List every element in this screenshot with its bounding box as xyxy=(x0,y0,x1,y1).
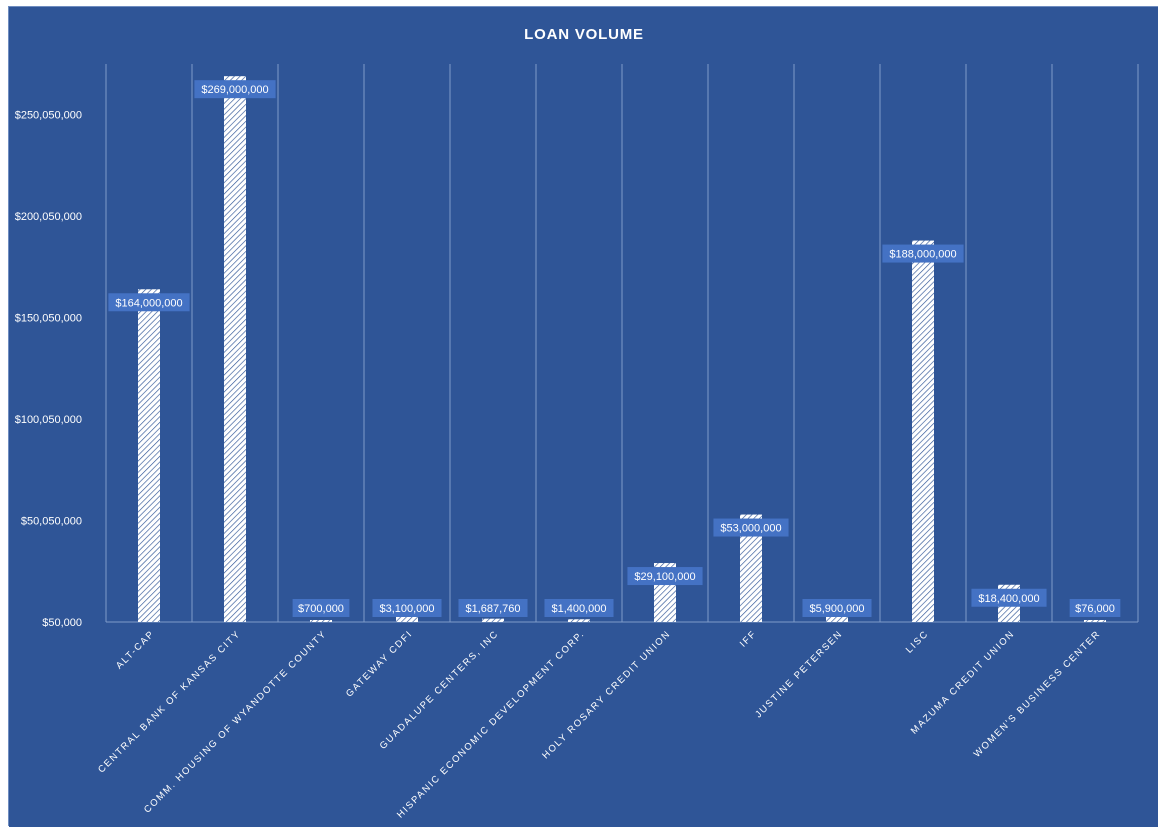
data-label: $53,000,000 xyxy=(720,523,781,535)
data-label-box xyxy=(194,80,276,99)
data-label-box xyxy=(882,244,964,263)
gridlines xyxy=(105,64,1139,623)
y-tick-label: $250,050,000 xyxy=(15,110,82,122)
bar xyxy=(396,615,418,622)
bar xyxy=(138,289,160,622)
data-label: $188,000,000 xyxy=(889,249,956,261)
chart-background xyxy=(9,7,1158,827)
loan-volume-chart: LOAN VOLUME $50,000 $50,050,000 $100,050,0… xyxy=(9,7,1158,827)
data-label-box xyxy=(1069,599,1121,617)
data-label-box xyxy=(544,599,614,617)
y-tick-label: $200,050,000 xyxy=(15,211,82,223)
data-label: $5,900,000 xyxy=(809,603,864,615)
y-tick-label: $100,050,000 xyxy=(15,414,82,426)
data-label-box xyxy=(627,567,703,586)
bar xyxy=(568,619,590,622)
y-tick-label: $150,050,000 xyxy=(15,313,82,325)
data-label: $164,000,000 xyxy=(115,297,182,309)
bars xyxy=(138,76,1106,622)
y-tick-label: $50,000 xyxy=(42,617,82,629)
data-label-box xyxy=(713,518,789,537)
bar xyxy=(224,76,246,622)
data-label: $700,000 xyxy=(298,603,344,615)
bar xyxy=(740,514,762,622)
data-label-box xyxy=(802,599,872,617)
data-label-box xyxy=(971,588,1047,607)
y-tick-label: $50,050,000 xyxy=(21,516,82,528)
data-label: $29,100,000 xyxy=(634,571,695,583)
bar xyxy=(912,240,934,622)
data-label: $3,100,000 xyxy=(379,603,434,615)
data-labels: $164,000,000 $269,000,000 $700,000 $3,100,0… xyxy=(108,80,1121,617)
data-label-box xyxy=(292,599,350,617)
data-label-box xyxy=(372,599,442,617)
data-label: $76,000 xyxy=(1075,603,1115,615)
data-label-box xyxy=(458,599,528,617)
bar xyxy=(1084,620,1106,622)
chart-frame: LOAN VOLUME $50,000 $50,050,000 $100,050,0… xyxy=(8,6,1158,827)
y-axis: $50,000 $50,050,000 $100,050,000 $150,050,0… xyxy=(15,110,82,629)
bar xyxy=(310,620,332,622)
data-label-box xyxy=(108,293,190,312)
bar xyxy=(482,618,504,622)
data-label: $1,400,000 xyxy=(551,603,606,615)
data-label: $1,687,760 xyxy=(465,603,520,615)
chart-title: LOAN VOLUME xyxy=(524,26,644,43)
data-label: $269,000,000 xyxy=(201,84,268,96)
data-label: $18,400,000 xyxy=(978,593,1039,605)
